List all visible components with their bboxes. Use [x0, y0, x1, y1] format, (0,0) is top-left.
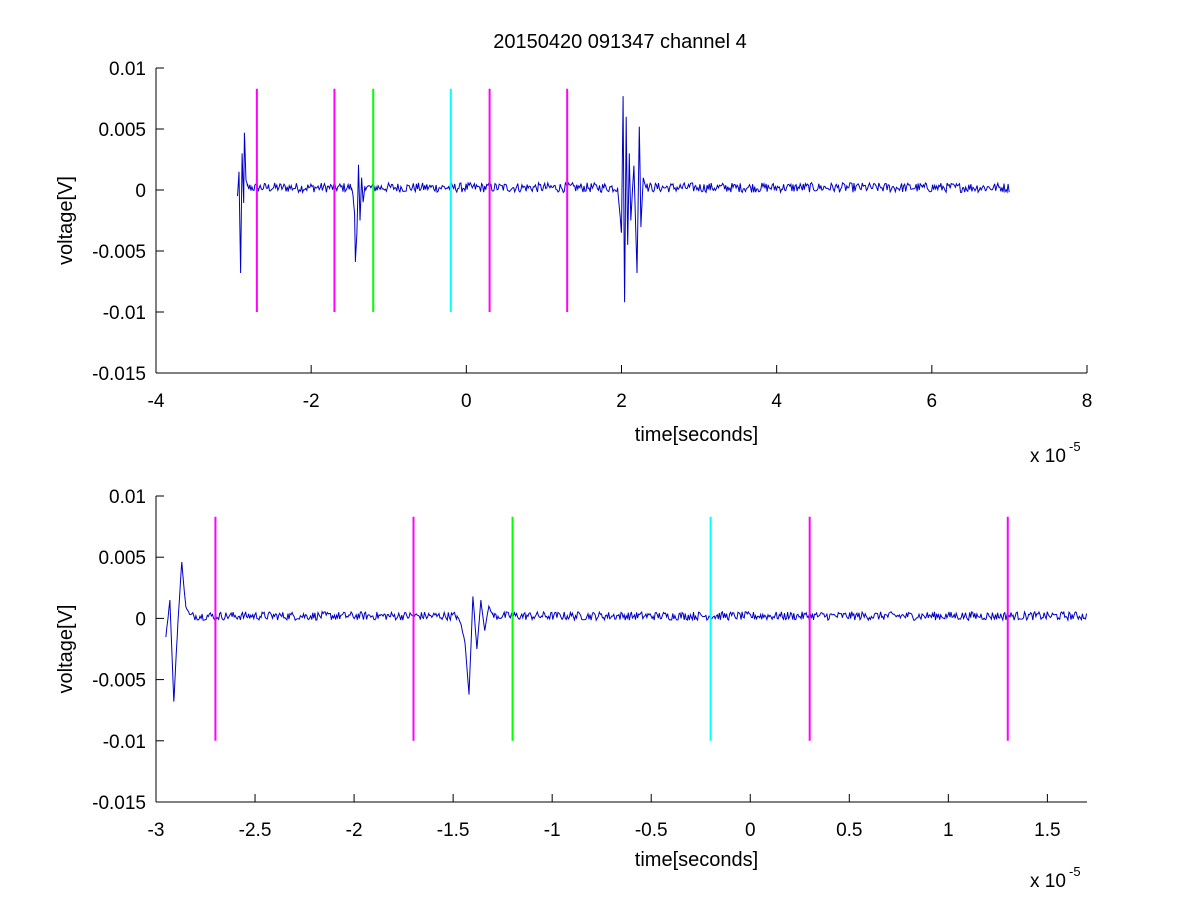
- x-tick-label: -2.5: [239, 820, 272, 841]
- x-multiplier: x 10: [1030, 871, 1066, 892]
- x-multiplier-exponent: -5: [1069, 439, 1081, 454]
- x-tick-label: 8: [1082, 391, 1093, 412]
- y-tick-label: 0: [135, 609, 146, 630]
- x-tick-label: 1: [943, 820, 954, 841]
- x-tick-label: -1.5: [437, 820, 470, 841]
- y-tick-label: 0: [135, 181, 146, 202]
- x-multiplier-exponent: -5: [1069, 864, 1081, 879]
- x-multiplier: x 10: [1030, 446, 1066, 467]
- top-plot: -4 -2 0 2 4 6 8 0.01 0.005 0 -0.005 -0.01 -0.015 time…: [55, 59, 1092, 467]
- bottom-plot: -3 -2.5 -2 -1.5 -1 -0.5 0 0.5 1 1.5 0.01 0.005 0 -0.0…: [55, 487, 1088, 892]
- y-tick-label: 0.005: [98, 120, 146, 141]
- y-tick-label: -0.005: [92, 242, 146, 263]
- y-tick-label: 0.01: [109, 487, 146, 508]
- x-axis-label: time[seconds]: [635, 424, 758, 446]
- signal-trace: [165, 562, 1088, 702]
- x-tick-label: 0: [461, 391, 472, 412]
- y-axis-label: voltage[V]: [55, 176, 77, 265]
- x-tick-label: -1: [544, 820, 561, 841]
- x-axis-label: time[seconds]: [635, 849, 758, 871]
- x-tick-label: -2: [346, 820, 363, 841]
- x-tick-label: -0.5: [635, 820, 668, 841]
- x-tick-label: 2: [616, 391, 627, 412]
- y-axis-label: voltage[V]: [55, 605, 77, 694]
- y-tick-label: -0.01: [103, 303, 146, 324]
- x-tick-label: 4: [771, 391, 782, 412]
- signal-trace: [237, 96, 1010, 303]
- y-tick-label: 0.005: [98, 548, 146, 569]
- x-tick-label: 1.5: [1034, 820, 1060, 841]
- y-tick-label: 0.01: [109, 59, 146, 80]
- y-tick-label: -0.015: [92, 364, 146, 385]
- x-tick-label: 6: [927, 391, 938, 412]
- x-tick-label: -4: [148, 391, 165, 412]
- y-tick-label: -0.01: [103, 732, 146, 753]
- y-tick-label: -0.015: [92, 793, 146, 814]
- x-tick-label: 0.5: [836, 820, 862, 841]
- x-tick-label: -3: [148, 820, 165, 841]
- x-tick-label: -2: [303, 391, 320, 412]
- x-tick-label: 0: [745, 820, 756, 841]
- figure-title: 20150420 091347 channel 4: [493, 31, 747, 53]
- y-tick-label: -0.005: [92, 671, 146, 692]
